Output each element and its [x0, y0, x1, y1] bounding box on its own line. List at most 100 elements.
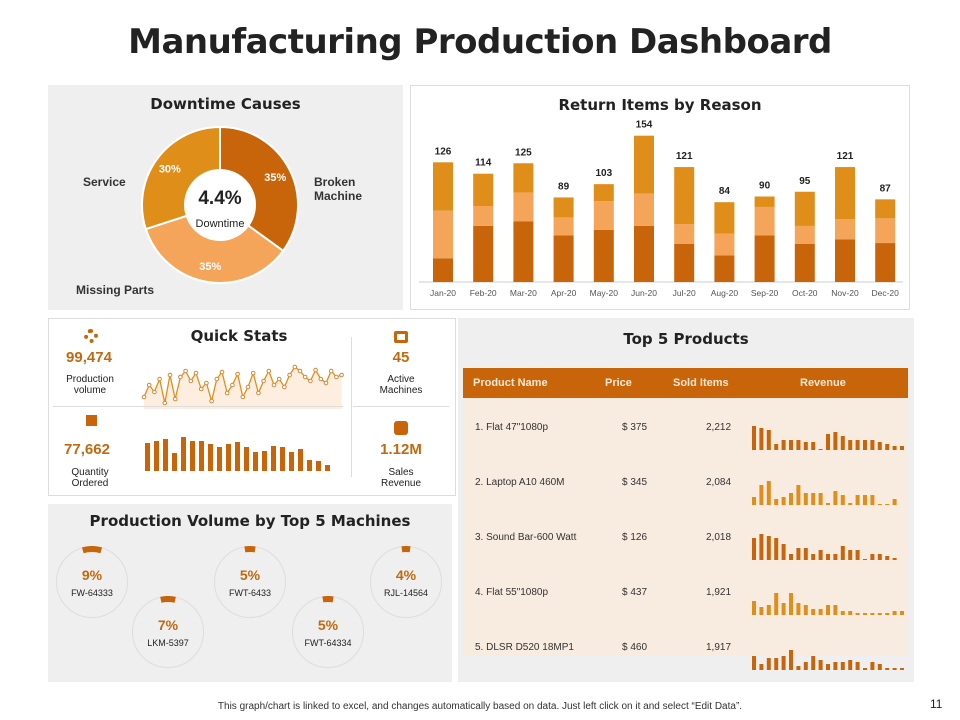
revenue-bar	[818, 493, 823, 505]
quantity-bar	[244, 447, 249, 471]
header-product-name[interactable]: Product Name	[473, 377, 548, 389]
bar-segment	[634, 135, 654, 194]
x-tick-label: Jun-20	[631, 288, 657, 298]
bar-segment	[754, 196, 775, 207]
quantity-bar	[280, 447, 285, 471]
quantity-bar	[154, 441, 159, 471]
revenue-bar	[774, 658, 779, 670]
bar-segment	[714, 233, 735, 256]
sparkline-point	[152, 389, 157, 395]
revenue-bar	[892, 499, 897, 505]
revenue-sparkbars	[752, 534, 897, 560]
page-title: Manufacturing Production Dashboard	[128, 22, 832, 62]
revenue-bar	[840, 611, 845, 615]
bar-segment	[513, 221, 534, 282]
sparkline-point	[287, 372, 292, 378]
bar-segment	[593, 184, 614, 202]
quantity-bar	[271, 446, 276, 471]
revenue-bar	[766, 481, 771, 505]
header-price[interactable]: Price	[605, 377, 632, 389]
revenue-bar	[796, 666, 801, 670]
machine-pct: 9%	[81, 567, 103, 583]
x-tick-label: Aug-20	[711, 288, 739, 298]
revenue-bar	[848, 660, 853, 670]
revenue-bar	[759, 664, 764, 670]
revenue-bar	[863, 668, 867, 670]
revenue-bar	[863, 613, 867, 615]
quantity-label: Quantity Ordered	[54, 467, 126, 489]
bar-segment	[513, 163, 534, 193]
revenue-bar	[759, 607, 764, 615]
bar-segment	[433, 162, 453, 211]
quantity-label-1: Quantity	[71, 467, 109, 478]
revenue-value: 1.12M	[380, 441, 422, 458]
machine-gauge: 4% RJL-14564	[370, 546, 442, 618]
header-revenue[interactable]: Revenue	[800, 377, 846, 389]
data-label: 154	[636, 120, 653, 131]
revenue-bar	[789, 650, 793, 670]
revenue-bar	[759, 428, 764, 450]
sparkline-point	[167, 372, 173, 378]
machine-gauge: 5% FWT-6433	[214, 546, 286, 618]
data-label: 95	[799, 176, 811, 187]
bar-segment	[674, 224, 695, 244]
slice-label: 35%	[264, 172, 286, 184]
bar-segment	[835, 219, 855, 240]
revenue-label-2: Revenue	[380, 478, 422, 489]
revenue-bar	[870, 613, 875, 615]
bar-segment	[754, 206, 775, 236]
machine-pct: 4%	[395, 567, 417, 583]
machine-name: FWT-6433	[228, 588, 271, 598]
revenue-bar	[826, 554, 830, 560]
machines-label-2: Machines	[379, 385, 423, 396]
x-tick-label: Mar-20	[510, 288, 537, 298]
quantity-bar	[307, 460, 312, 471]
revenue-bar	[833, 432, 838, 450]
revenue-bar	[892, 611, 897, 615]
bar-segment	[634, 193, 654, 226]
quantity-bar	[172, 453, 177, 471]
revenue-bar	[803, 605, 808, 615]
revenue-bar	[752, 601, 756, 615]
x-tick-label: Apr-20	[551, 288, 577, 298]
sparkline-point	[162, 400, 168, 406]
machine-pct: 7%	[157, 617, 179, 633]
revenue-bar	[863, 440, 867, 450]
revenue-bar	[892, 668, 897, 670]
bar-segment	[433, 258, 453, 282]
revenue-label: Sales Revenue	[365, 467, 437, 489]
bar-segment	[553, 197, 574, 218]
revenue-bar	[885, 668, 890, 670]
product-price: $ 437	[622, 587, 648, 598]
revenue-bar	[826, 503, 830, 505]
x-tick-label: Sep-20	[751, 288, 779, 298]
quantity-bar	[262, 451, 267, 471]
revenue-bar	[811, 609, 816, 615]
data-label: 121	[676, 151, 693, 162]
revenue-bar	[818, 660, 823, 670]
revenue-bar	[752, 497, 756, 505]
sparkline-point	[230, 382, 235, 388]
sparkline-point	[271, 382, 277, 388]
revenue-bar	[826, 664, 830, 670]
sparkline-point	[266, 368, 272, 374]
revenue-bar	[877, 613, 882, 615]
bar-segment	[835, 167, 855, 220]
quantity-bar	[316, 461, 321, 471]
header-sold-items[interactable]: Sold Items	[673, 377, 729, 389]
quantity-value: 77,662	[64, 441, 110, 458]
quantity-bar	[199, 441, 204, 471]
revenue-bar	[855, 440, 860, 450]
revenue-bar	[789, 493, 793, 505]
revenue-bar	[803, 548, 808, 560]
gauge-arc	[214, 546, 286, 618]
revenue-bar	[752, 656, 756, 670]
x-tick-label: Dec-20	[871, 288, 899, 298]
revenue-bar	[781, 544, 786, 560]
revenue-bar	[855, 495, 860, 505]
production-label: Production volume	[54, 374, 126, 396]
bar-segment	[794, 191, 815, 226]
machine-pct: 5%	[239, 567, 261, 583]
quantity-bar	[181, 437, 186, 471]
sparkline-point	[334, 374, 339, 380]
